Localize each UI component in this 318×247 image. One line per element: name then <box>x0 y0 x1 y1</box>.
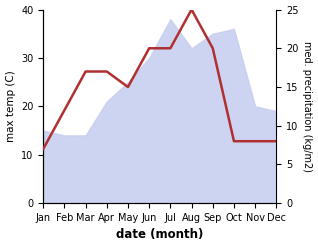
Y-axis label: max temp (C): max temp (C) <box>5 70 16 142</box>
X-axis label: date (month): date (month) <box>116 228 204 242</box>
Y-axis label: med. precipitation (kg/m2): med. precipitation (kg/m2) <box>302 41 313 172</box>
